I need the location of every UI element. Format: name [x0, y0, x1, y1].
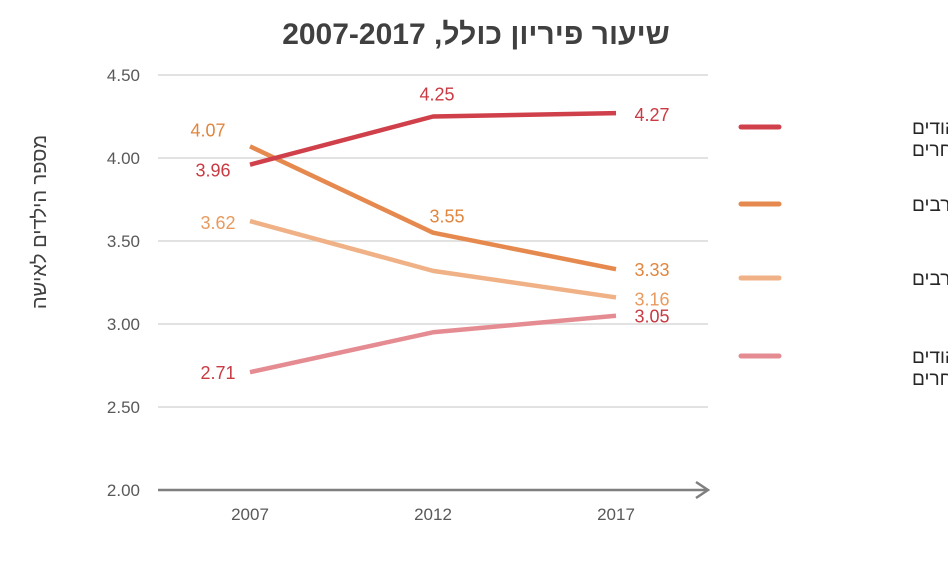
data-label: 2.71 [200, 363, 235, 383]
data-label: 3.62 [200, 213, 235, 233]
legend-item: ירושלים - ערבים [738, 195, 948, 216]
series-lines [249, 110, 617, 375]
data-label: 3.55 [429, 207, 464, 227]
data-label: 4.25 [419, 85, 454, 105]
y-tick-label: 2.50 [107, 398, 140, 417]
legend: ירושלים - יהודיםואחריםירושלים - ערביםישר… [738, 118, 948, 390]
data-label: 4.07 [190, 120, 225, 140]
x-axis: 2007 2012 2017 [158, 480, 711, 524]
series-line [249, 218, 617, 300]
legend-item: ישראל - ערבים [738, 269, 948, 290]
legend-label: ישראל - יהודים [912, 347, 948, 368]
legend-item: ישראל - יהודיםואחרים [738, 347, 948, 390]
chart-title: שיעור פיריון כולל, 2007-2017 [282, 18, 670, 51]
x-tick-label: 2017 [597, 505, 635, 524]
series-line [249, 144, 617, 272]
y-tick-label: 2.00 [107, 481, 140, 500]
y-tick-label: 3.00 [107, 315, 140, 334]
legend-label: ירושלים - ערבים [912, 195, 948, 216]
y-tick-label: 4.50 [107, 66, 140, 85]
legend-item: ירושלים - יהודיםואחרים [738, 118, 948, 161]
legend-label: ירושלים - יהודים [912, 118, 948, 139]
data-labels: 3.96 4.25 4.27 4.07 3.55 3.33 3.62 3.16 2.71 3.05 [190, 85, 669, 384]
data-label: 4.27 [634, 105, 669, 125]
y-axis-label: מספר הילדים לאישה [29, 135, 51, 309]
series-line [249, 313, 617, 375]
y-axis-ticks: 2.00 2.50 3.00 3.50 4.00 4.50 [107, 66, 140, 500]
legend-label: ואחרים [912, 140, 948, 161]
legend-label: ואחרים [912, 369, 948, 390]
data-label: 3.16 [634, 289, 669, 309]
data-label: 3.33 [634, 260, 669, 280]
gridlines [158, 74, 708, 408]
data-label: 3.96 [195, 161, 230, 181]
series-line [249, 110, 617, 167]
y-tick-label: 4.00 [107, 149, 140, 168]
x-tick-label: 2007 [231, 505, 269, 524]
data-label: 3.05 [634, 307, 669, 327]
y-tick-label: 3.50 [107, 232, 140, 251]
x-tick-label: 2012 [414, 505, 452, 524]
x-axis-arrow-icon [695, 480, 711, 500]
legend-label: ישראל - ערבים [912, 269, 948, 290]
